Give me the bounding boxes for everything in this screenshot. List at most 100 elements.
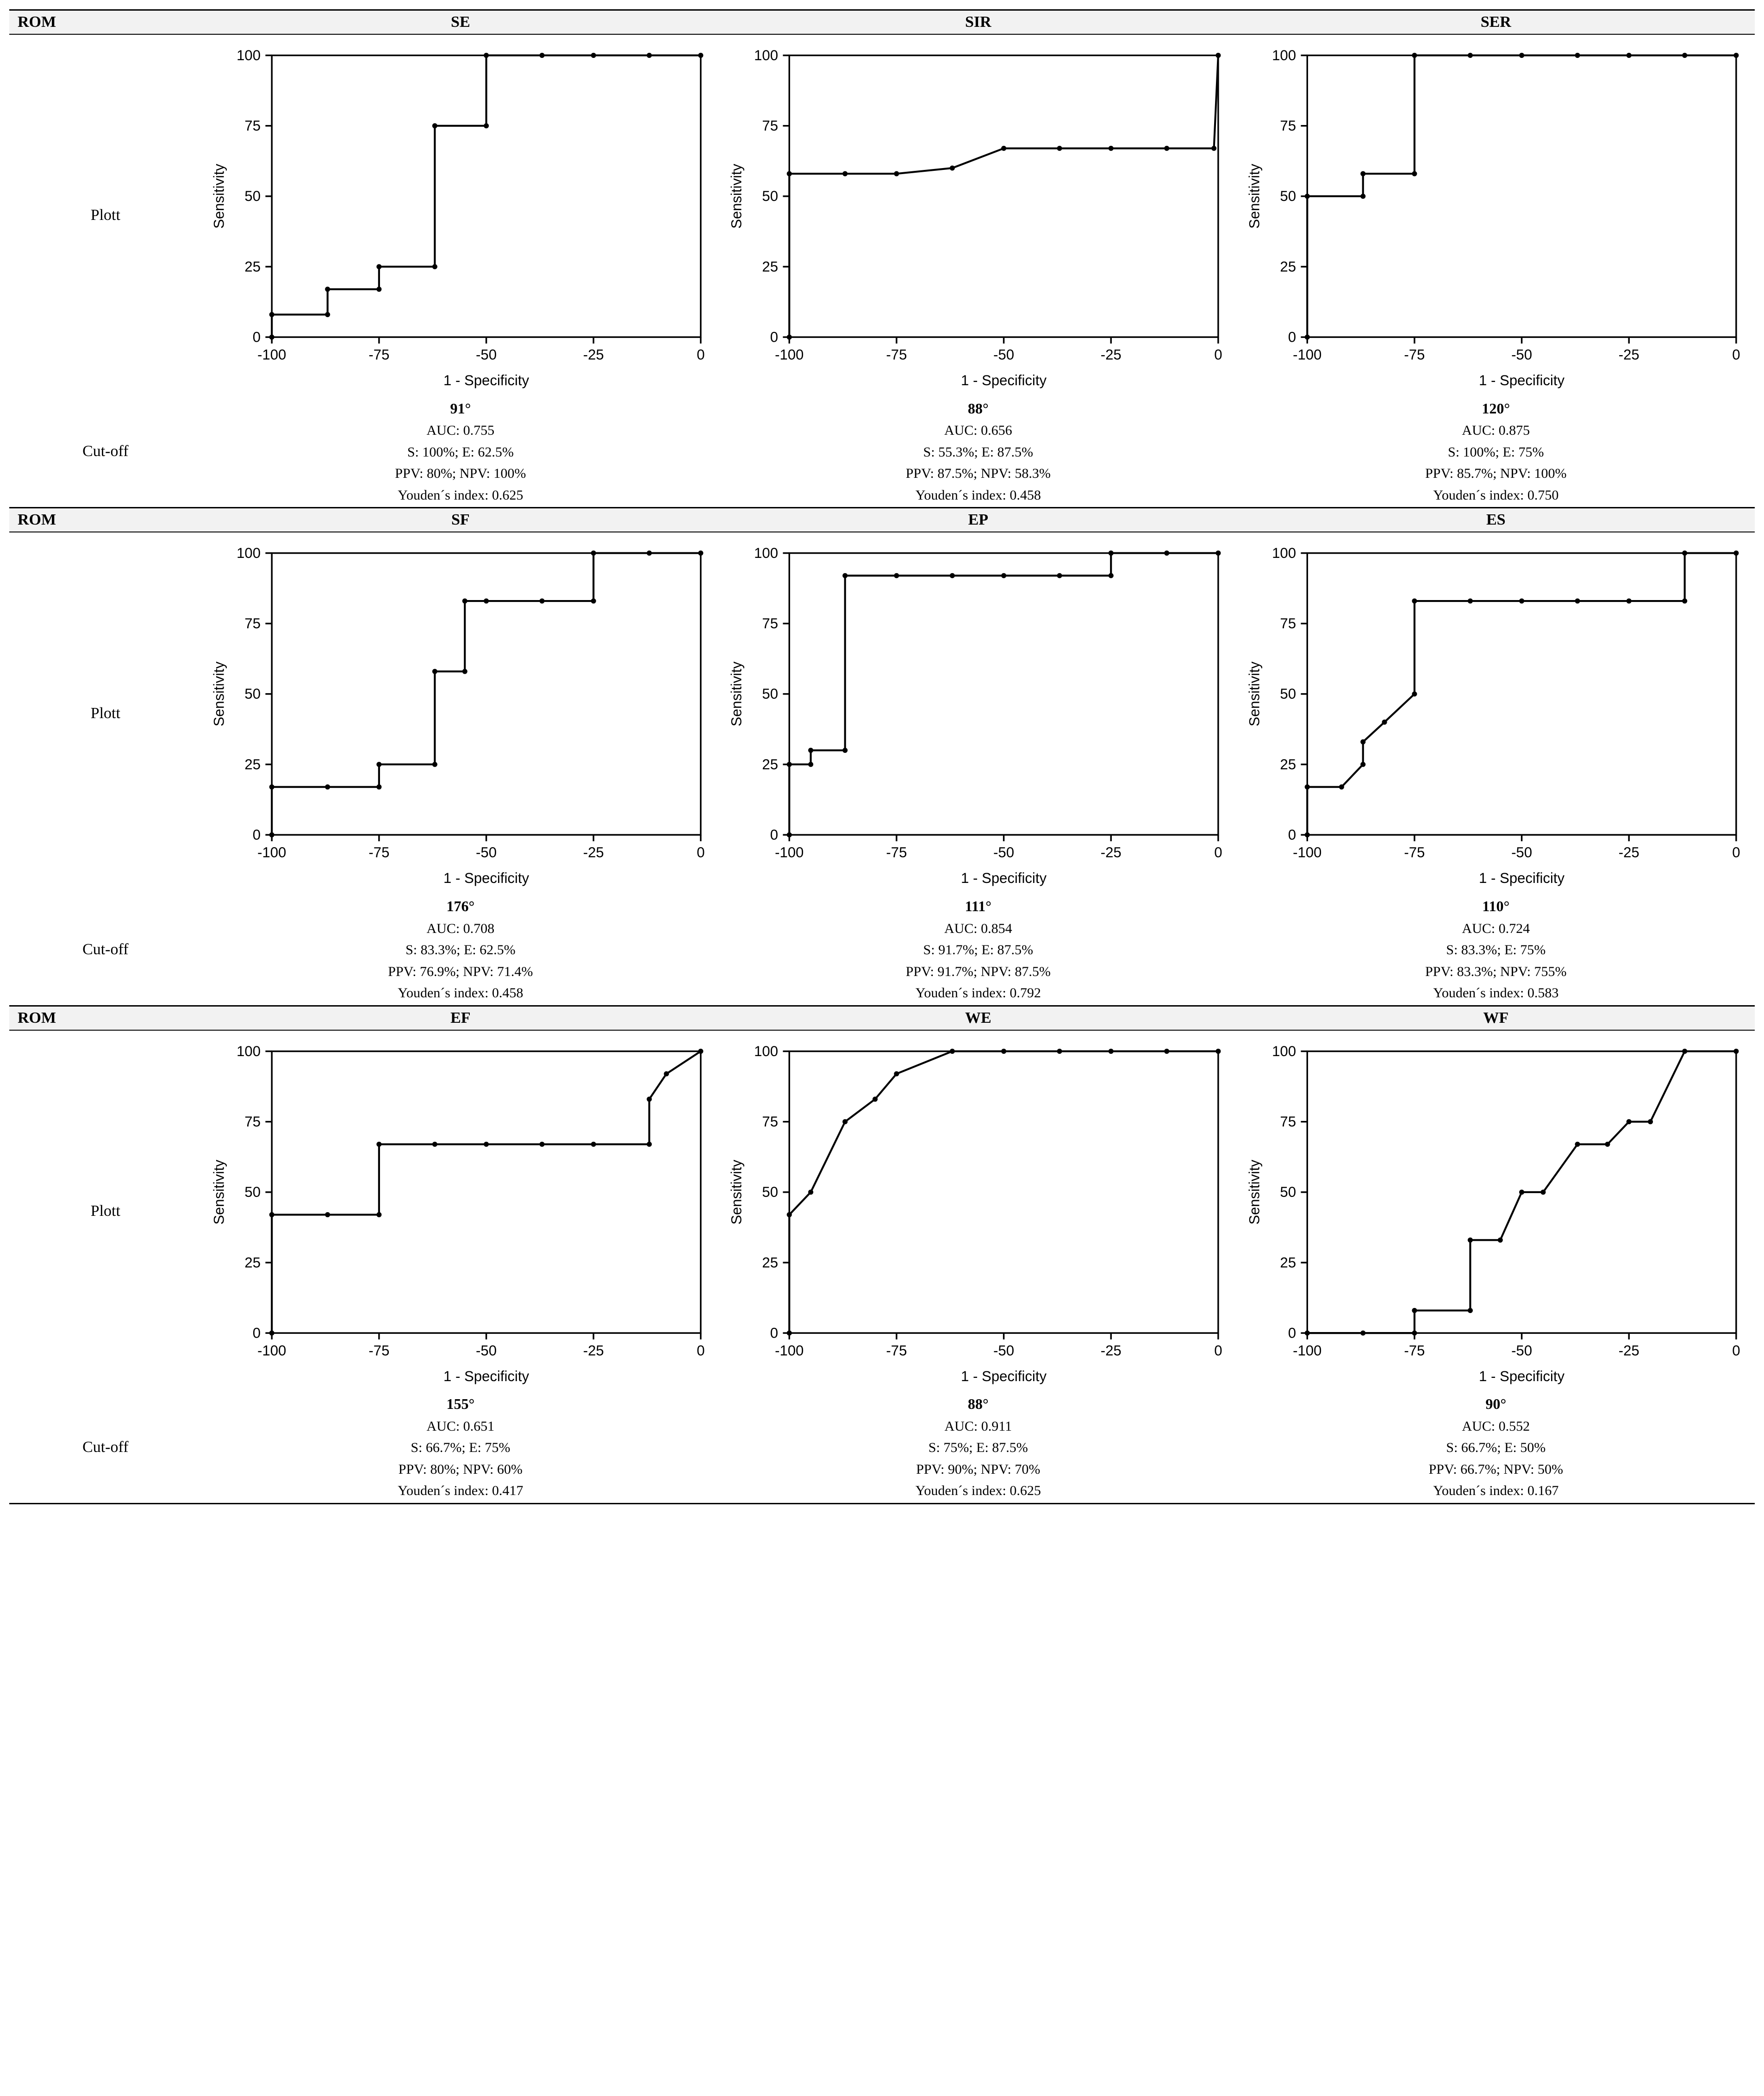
plott-row: Plott-100-75-50-25002550751001 - Specifi… <box>9 1030 1755 1392</box>
svg-text:0: 0 <box>1732 1342 1740 1358</box>
degree-value: 91° <box>204 397 717 420</box>
svg-text:75: 75 <box>762 1114 778 1130</box>
degree-value: 120° <box>1239 397 1753 420</box>
svg-text:0: 0 <box>770 1325 778 1341</box>
svg-text:0: 0 <box>1214 1342 1222 1358</box>
stats-cell: 91° AUC: 0.755 S: 100%; E: 62.5% PPV: 80… <box>202 396 719 508</box>
degree-value: 90° <box>1239 1393 1753 1416</box>
svg-text:25: 25 <box>1280 757 1296 773</box>
svg-text:Sensitivity: Sensitivity <box>211 662 227 726</box>
ppv-npv: PPV: 87.5%; NPV: 58.3% <box>721 463 1235 485</box>
auc-value: AUC: 0.708 <box>204 918 717 940</box>
svg-text:100: 100 <box>1272 1043 1296 1059</box>
svg-text:50: 50 <box>1280 686 1296 702</box>
svg-text:25: 25 <box>762 757 778 773</box>
svg-text:100: 100 <box>754 545 778 561</box>
degree-value: 176° <box>204 895 717 918</box>
svg-text:-75: -75 <box>368 1342 389 1358</box>
chart-cell: -100-75-50-25002550751001 - SpecificityS… <box>1237 34 1755 396</box>
cutoff-label: Cut-off <box>9 396 202 508</box>
svg-text:1 - Specificity: 1 - Specificity <box>443 372 529 388</box>
auc-value: AUC: 0.875 <box>1239 420 1753 442</box>
stats-cell: 120° AUC: 0.875 S: 100%; E: 75% PPV: 85.… <box>1237 396 1755 508</box>
svg-text:25: 25 <box>762 258 778 275</box>
svg-text:75: 75 <box>762 615 778 632</box>
svg-text:25: 25 <box>244 1254 261 1270</box>
youden-index: Youden´s index: 0.458 <box>204 982 717 1004</box>
chart-cell: -100-75-50-25002550751001 - SpecificityS… <box>719 34 1237 396</box>
ppv-npv: PPV: 90%; NPV: 70% <box>721 1459 1235 1481</box>
svg-text:-100: -100 <box>775 347 804 363</box>
header-row: ROMSFEPES <box>9 508 1755 532</box>
svg-text:50: 50 <box>1280 188 1296 204</box>
svg-text:0: 0 <box>697 1342 704 1358</box>
cutoff-label: Cut-off <box>9 894 202 1006</box>
rom-header: ROM <box>9 508 202 532</box>
stats-cell: 110° AUC: 0.724 S: 83.3%; E: 75% PPV: 83… <box>1237 894 1755 1006</box>
roc-chart: -100-75-50-25002550751001 - SpecificityS… <box>205 39 717 392</box>
sens-spec: S: 55.3%; E: 87.5% <box>721 442 1235 463</box>
svg-text:100: 100 <box>237 47 261 63</box>
auc-value: AUC: 0.724 <box>1239 918 1753 940</box>
svg-text:-50: -50 <box>993 347 1014 363</box>
svg-text:0: 0 <box>252 1325 260 1341</box>
stats-cell: 176° AUC: 0.708 S: 83.3%; E: 62.5% PPV: … <box>202 894 719 1006</box>
roc-chart: -100-75-50-25002550751001 - SpecificityS… <box>1240 537 1752 889</box>
auc-value: AUC: 0.656 <box>721 420 1235 442</box>
svg-text:75: 75 <box>244 615 261 632</box>
svg-text:-25: -25 <box>583 347 604 363</box>
svg-text:-50: -50 <box>993 1342 1014 1358</box>
svg-text:-100: -100 <box>1293 347 1321 363</box>
stats-cell: 155° AUC: 0.651 S: 66.7%; E: 75% PPV: 80… <box>202 1392 719 1503</box>
sens-spec: S: 66.7%; E: 75% <box>204 1437 717 1459</box>
stats-cell: 88° AUC: 0.911 S: 75%; E: 87.5% PPV: 90%… <box>719 1392 1237 1503</box>
sens-spec: S: 66.7%; E: 50% <box>1239 1437 1753 1459</box>
sens-spec: S: 100%; E: 62.5% <box>204 442 717 463</box>
roc-chart: -100-75-50-25002550751001 - SpecificityS… <box>205 537 717 889</box>
svg-text:-25: -25 <box>1618 1342 1639 1358</box>
svg-text:0: 0 <box>697 845 704 861</box>
auc-value: AUC: 0.854 <box>721 918 1235 940</box>
chart-cell: -100-75-50-25002550751001 - SpecificityS… <box>202 34 719 396</box>
svg-text:-25: -25 <box>1101 347 1122 363</box>
svg-text:-25: -25 <box>1101 1342 1122 1358</box>
youden-index: Youden´s index: 0.417 <box>204 1480 717 1502</box>
svg-text:-75: -75 <box>368 845 389 861</box>
header-row: ROMEFWEWF <box>9 1006 1755 1030</box>
youden-index: Youden´s index: 0.625 <box>204 485 717 507</box>
svg-text:-100: -100 <box>257 1342 286 1358</box>
cutoff-row: Cut-off 176° AUC: 0.708 S: 83.3%; E: 62.… <box>9 894 1755 1006</box>
col-header: WF <box>1237 1006 1755 1030</box>
youden-index: Youden´s index: 0.583 <box>1239 982 1753 1004</box>
svg-text:-25: -25 <box>583 1342 604 1358</box>
svg-text:Sensitivity: Sensitivity <box>211 1159 227 1224</box>
roc-chart: -100-75-50-25002550751001 - SpecificityS… <box>1240 39 1752 392</box>
svg-text:75: 75 <box>244 1114 261 1130</box>
auc-value: AUC: 0.755 <box>204 420 717 442</box>
svg-text:Sensitivity: Sensitivity <box>729 1159 745 1224</box>
stats-cell: 88° AUC: 0.656 S: 55.3%; E: 87.5% PPV: 8… <box>719 396 1237 508</box>
svg-text:0: 0 <box>1732 845 1740 861</box>
svg-text:-50: -50 <box>476 1342 497 1358</box>
svg-text:-75: -75 <box>886 347 907 363</box>
chart-cell: -100-75-50-25002550751001 - SpecificityS… <box>719 1030 1237 1392</box>
ppv-npv: PPV: 91.7%; NPV: 87.5% <box>721 961 1235 983</box>
sens-spec: S: 75%; E: 87.5% <box>721 1437 1235 1459</box>
rom-header: ROM <box>9 10 202 35</box>
youden-index: Youden´s index: 0.458 <box>721 485 1235 507</box>
svg-text:-75: -75 <box>1404 347 1425 363</box>
svg-text:-100: -100 <box>257 845 286 861</box>
ppv-npv: PPV: 80%; NPV: 100% <box>204 463 717 485</box>
svg-text:50: 50 <box>1280 1184 1296 1200</box>
svg-text:-75: -75 <box>886 1342 907 1358</box>
stats-cell: 90° AUC: 0.552 S: 66.7%; E: 50% PPV: 66.… <box>1237 1392 1755 1503</box>
svg-text:0: 0 <box>252 827 260 843</box>
youden-index: Youden´s index: 0.792 <box>721 982 1235 1004</box>
svg-text:50: 50 <box>762 1184 778 1200</box>
svg-text:0: 0 <box>1288 329 1296 345</box>
svg-text:75: 75 <box>1280 118 1296 134</box>
svg-text:25: 25 <box>762 1254 778 1270</box>
cutoff-row: Cut-off 155° AUC: 0.651 S: 66.7%; E: 75%… <box>9 1392 1755 1503</box>
col-header: SIR <box>719 10 1237 35</box>
plott-label: Plott <box>9 1030 202 1392</box>
